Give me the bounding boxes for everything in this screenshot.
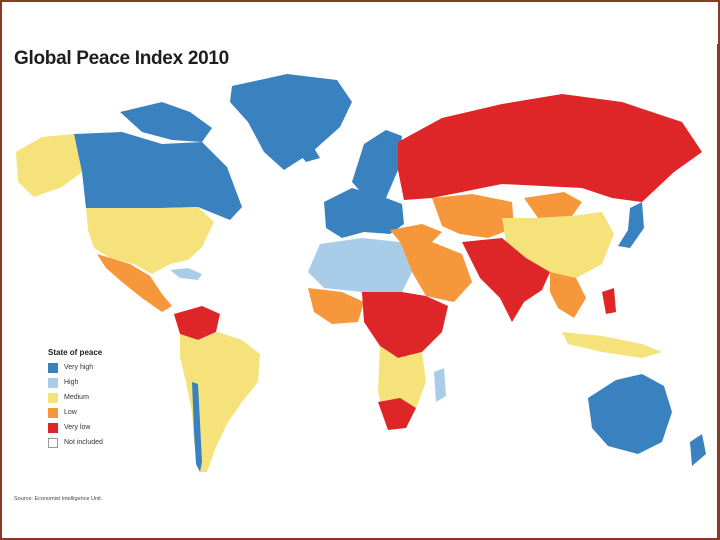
region-colombia-venezuela: [174, 306, 220, 340]
legend-swatch: [48, 392, 58, 403]
region-europe: [324, 188, 404, 238]
legend-item: High: [48, 375, 103, 390]
legend-swatch: [48, 422, 58, 433]
legend-swatch: [48, 362, 58, 373]
legend-item: Medium: [48, 390, 103, 405]
region-china: [502, 212, 614, 278]
region-turkey: [390, 224, 442, 242]
slide-border-accent: [717, 44, 720, 538]
source-note: Source: Economist Intelligence Unit.: [14, 496, 103, 502]
region-scandinavia: [352, 130, 402, 200]
region-japan: [618, 202, 644, 248]
region-middle-east: [400, 242, 472, 302]
region-canada: [74, 132, 242, 220]
legend-label: Not included: [64, 439, 103, 446]
region-russia: [398, 94, 702, 202]
legend-label: Very low: [64, 424, 91, 431]
region-caribbean: [170, 268, 202, 280]
region-new-zealand: [690, 434, 706, 466]
region-mongolia: [524, 192, 582, 218]
region-arctic-islands: [120, 102, 212, 142]
region-alaska: [16, 134, 82, 197]
legend-swatch: [48, 437, 58, 448]
legend-item: Not included: [48, 435, 103, 450]
region-central-east-africa: [362, 292, 448, 358]
legend: State of peace Very high High Medium Low…: [48, 348, 103, 450]
region-greenland: [230, 74, 352, 170]
region-usa: [86, 207, 214, 274]
region-chile: [192, 382, 202, 472]
region-south-asia: [462, 238, 550, 322]
legend-swatch: [48, 377, 58, 388]
legend-swatch: [48, 407, 58, 418]
legend-item: Very high: [48, 360, 103, 375]
region-australia: [588, 374, 672, 454]
legend-label: Medium: [64, 394, 89, 401]
region-south-africa: [378, 398, 416, 430]
legend-label: Low: [64, 409, 77, 416]
legend-item: Low: [48, 405, 103, 420]
region-mexico: [97, 254, 172, 312]
region-central-asia: [432, 194, 514, 238]
region-south-america: [180, 332, 260, 472]
region-indonesia: [562, 332, 662, 358]
legend-label: High: [64, 379, 79, 386]
legend-title: State of peace: [48, 348, 103, 357]
region-southeast-asia: [550, 272, 586, 318]
region-madagascar: [434, 368, 446, 402]
region-west-africa: [308, 288, 364, 324]
legend-label: Very high: [64, 364, 94, 371]
legend-item: Very low: [48, 420, 103, 435]
region-iceland: [298, 148, 320, 162]
region-north-africa: [308, 238, 412, 292]
region-philippines: [602, 288, 616, 314]
map-title: Global Peace Index 2010: [14, 48, 229, 69]
